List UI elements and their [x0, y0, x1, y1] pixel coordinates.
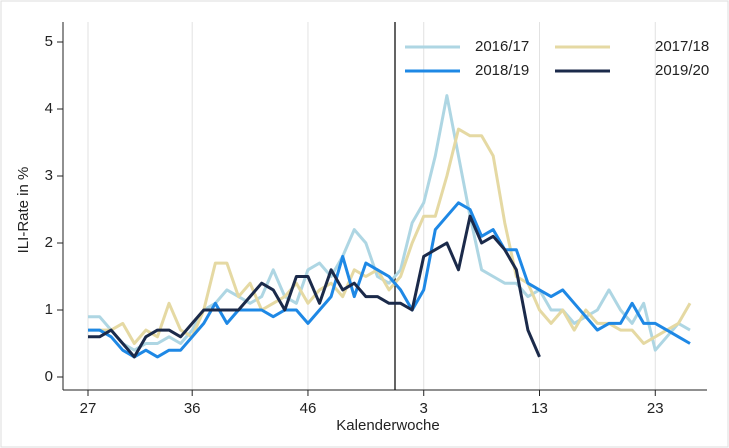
y-tick-label: 5	[45, 33, 53, 50]
series-line	[88, 201, 691, 359]
legend-label: 2018/19	[475, 62, 529, 79]
y-tick-label: 3	[45, 167, 53, 184]
series-line	[88, 214, 541, 359]
x-tick-label: 23	[647, 400, 664, 417]
y-tick-label: 0	[45, 368, 53, 385]
x-tick-label: 3	[420, 400, 428, 417]
y-tick-label: 2	[45, 234, 53, 251]
y-tick-label: 4	[45, 100, 53, 117]
x-tick-label: 36	[184, 400, 201, 417]
legend-label: 2017/18	[655, 38, 709, 55]
x-tick-label: 27	[80, 400, 97, 417]
y-tick-label: 1	[45, 301, 53, 318]
x-axis-label: Kalenderwoche	[336, 417, 439, 434]
x-tick-label: 46	[300, 400, 317, 417]
legend-label: 2016/17	[475, 38, 529, 55]
series-line	[88, 94, 691, 352]
y-axis-label: ILI-Rate in %	[15, 167, 32, 254]
legend-label: 2019/20	[655, 62, 709, 79]
series-line	[88, 127, 692, 345]
x-tick-label: 13	[531, 400, 548, 417]
